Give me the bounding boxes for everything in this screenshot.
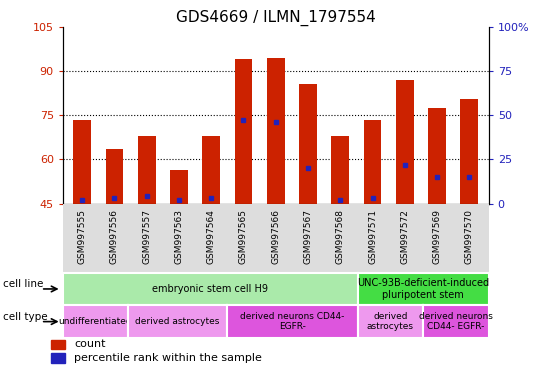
Text: GSM997568: GSM997568: [336, 209, 345, 264]
Text: undifferentiated: undifferentiated: [59, 317, 132, 326]
Text: percentile rank within the sample: percentile rank within the sample: [74, 353, 262, 363]
Text: derived neurons CD44-
EGFR-: derived neurons CD44- EGFR-: [240, 312, 345, 331]
Bar: [203, 136, 220, 204]
Text: cell type: cell type: [3, 312, 48, 322]
Text: GSM997563: GSM997563: [174, 209, 183, 264]
Text: GSM997571: GSM997571: [368, 209, 377, 264]
Text: GSM997567: GSM997567: [304, 209, 312, 264]
Bar: [460, 99, 478, 204]
Text: GSM997569: GSM997569: [432, 209, 442, 264]
Text: cell line: cell line: [3, 279, 44, 289]
Bar: [105, 149, 123, 204]
Text: UNC-93B-deficient-induced
pluripotent stem: UNC-93B-deficient-induced pluripotent st…: [357, 278, 489, 300]
Bar: [267, 58, 284, 204]
Text: embryonic stem cell H9: embryonic stem cell H9: [152, 284, 268, 294]
Bar: [51, 340, 65, 349]
Bar: [331, 136, 349, 204]
Text: GSM997572: GSM997572: [400, 209, 410, 264]
Text: derived astrocytes: derived astrocytes: [135, 317, 219, 326]
Bar: [51, 353, 65, 362]
Text: derived
astrocytes: derived astrocytes: [367, 312, 414, 331]
Text: GSM997555: GSM997555: [78, 209, 87, 264]
Bar: [396, 80, 414, 204]
Title: GDS4669 / ILMN_1797554: GDS4669 / ILMN_1797554: [176, 9, 376, 25]
Bar: [73, 120, 91, 204]
Bar: [170, 170, 188, 204]
Text: GSM997570: GSM997570: [465, 209, 474, 264]
Text: GSM997564: GSM997564: [207, 209, 216, 264]
Bar: [364, 120, 382, 204]
Text: derived neurons
CD44- EGFR-: derived neurons CD44- EGFR-: [419, 312, 493, 331]
Bar: [428, 108, 446, 204]
Bar: [138, 136, 156, 204]
Text: GSM997565: GSM997565: [239, 209, 248, 264]
Text: GSM997556: GSM997556: [110, 209, 119, 264]
Text: GSM997557: GSM997557: [142, 209, 151, 264]
Bar: [299, 84, 317, 204]
Text: count: count: [74, 339, 106, 349]
Text: GSM997566: GSM997566: [271, 209, 280, 264]
Bar: [235, 59, 252, 204]
